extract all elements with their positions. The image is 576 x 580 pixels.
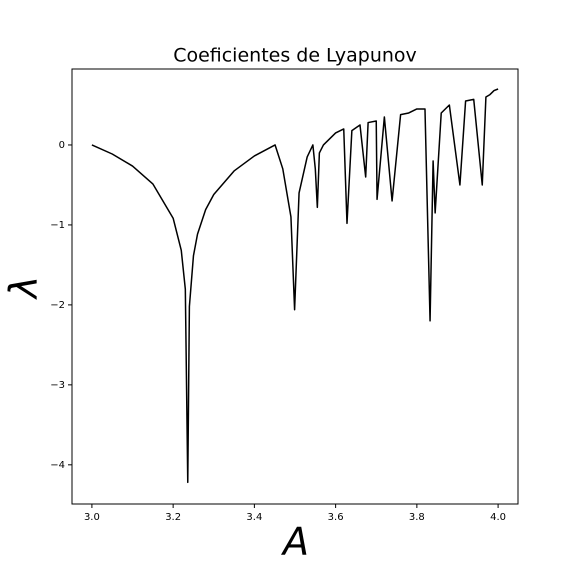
x-tick-label: 3.6 <box>328 512 344 523</box>
plot-frame <box>71 68 519 505</box>
y-tick-label: 0 <box>59 140 65 151</box>
x-tick-label: 3.2 <box>165 512 181 523</box>
y-tick-label: −2 <box>50 300 65 311</box>
y-tick-label: −3 <box>50 380 65 391</box>
y-tick-label: −1 <box>50 220 65 231</box>
x-axis-label: A <box>280 520 309 564</box>
y-tick-label: −4 <box>50 460 65 471</box>
chart-title: Coeficientes de Lyapunov <box>173 45 417 67</box>
x-tick-label: 3.0 <box>84 512 100 523</box>
data-line <box>91 88 499 484</box>
x-tick-label: 4.0 <box>490 512 506 523</box>
x-tick-label: 3.4 <box>246 512 262 523</box>
y-axis-label: λ <box>2 276 46 301</box>
x-tick-label: 3.8 <box>409 512 425 523</box>
